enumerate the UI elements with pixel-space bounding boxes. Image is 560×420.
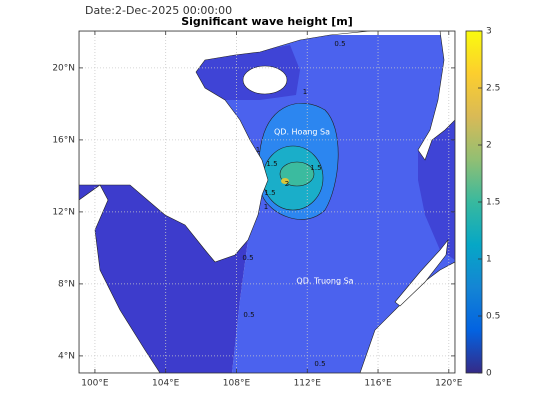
colorbar-tick-label: 2 [486,141,492,151]
x-tick-label: 104°E [152,379,180,389]
y-tick-label: 20°N [52,63,75,73]
colorbar-tick-label: 0.5 [486,312,500,322]
colorbar-tick-label: 2.5 [486,84,500,94]
x-tick-label: 100°E [81,379,109,389]
land [359,261,455,373]
colorbar-tick-label: 1 [486,255,492,265]
x-tick-label: 108°E [223,379,251,389]
place-label: QD. Truong Sa [296,277,353,286]
map-area [79,31,455,373]
x-tick-label: 116°E [364,379,392,389]
contour-label: 1 [264,203,268,211]
date-label: Date:2-Dec-2025 00:00:00 [85,4,232,17]
land [394,238,449,307]
y-tick-label: 4°N [58,351,75,361]
land [242,65,288,95]
chart-title: Significant wave height [m] [181,15,353,28]
colorbar-tick-label: 3 [486,27,492,37]
contour-label: 1.5 [310,164,321,172]
land [417,31,455,161]
contour-label: 1 [256,146,260,154]
contour-label: 0.5 [242,254,253,262]
plot-frame [78,30,456,374]
place-label: QD. Hoang Sa [274,128,330,137]
colorbar-tick-label: 1.5 [486,198,500,208]
contour-label: 0.5 [243,311,254,319]
y-tick-label: 8°N [58,279,75,289]
y-tick-label: 12°N [52,207,75,217]
sea-zone-low [418,120,455,260]
contour-label: 1.5 [266,160,277,168]
contour-label: 1.5 [264,189,275,197]
contour-label: 0.5 [334,40,345,48]
colorbar-tick-label: 0 [486,369,492,379]
contour-label: 2 [285,180,289,188]
land [79,31,371,263]
contour-zone [281,178,289,184]
contour-label: 1 [303,88,307,96]
contour-label: 0.5 [314,360,325,368]
land [79,184,161,373]
x-tick-label: 120°E [435,379,463,389]
x-tick-label: 112°E [294,379,322,389]
y-tick-label: 16°N [52,135,75,145]
